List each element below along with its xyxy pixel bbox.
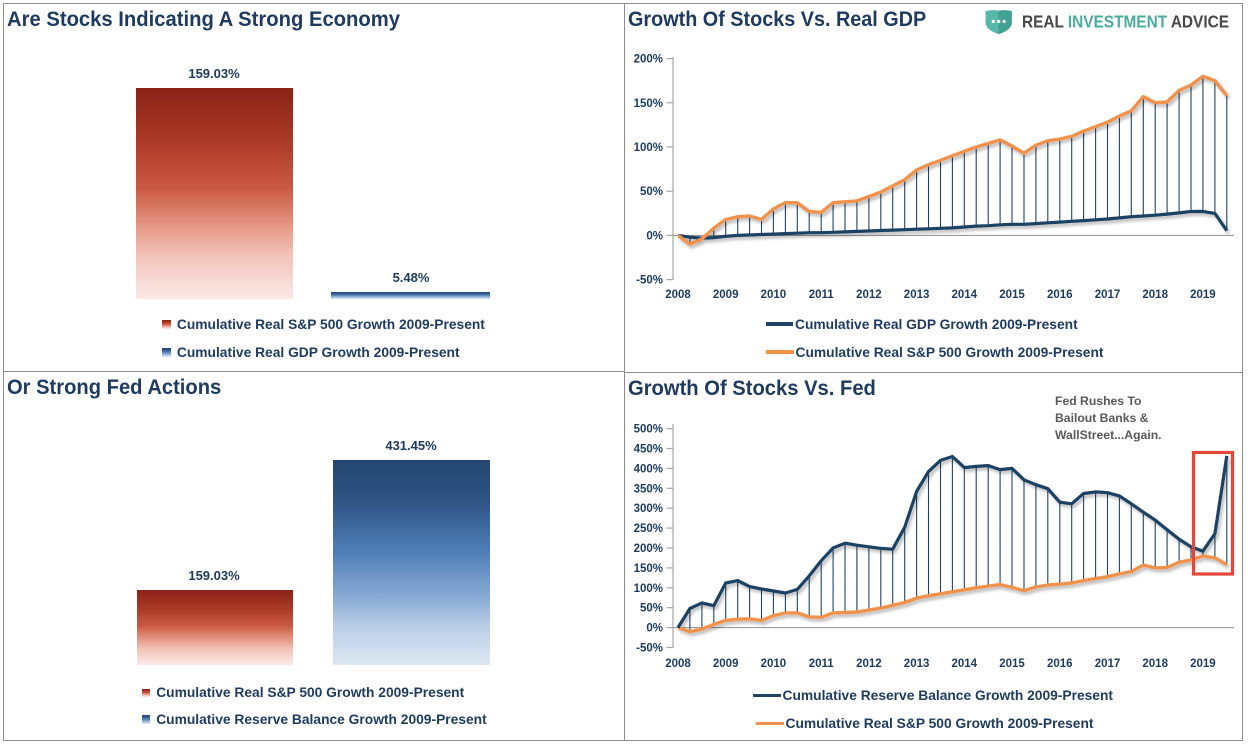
svg-text:250%: 250% (634, 523, 663, 535)
svg-text:50%: 50% (640, 186, 663, 198)
svg-text:2014: 2014 (952, 289, 978, 301)
svg-text:REAL INVESTMENT ADVICE: REAL INVESTMENT ADVICE (1022, 11, 1229, 31)
svg-text:350%: 350% (634, 483, 663, 495)
svg-text:200%: 200% (634, 543, 663, 555)
svg-text:2014: 2014 (952, 658, 978, 670)
svg-text:2019: 2019 (1190, 658, 1216, 670)
svg-text:2013: 2013 (904, 289, 930, 301)
svg-text:150%: 150% (634, 98, 663, 110)
svg-text:2013: 2013 (904, 658, 930, 670)
svg-text:2009: 2009 (713, 658, 739, 670)
svg-text:200%: 200% (634, 54, 663, 66)
svg-text:2017: 2017 (1095, 658, 1121, 670)
svg-text:2018: 2018 (1142, 658, 1168, 670)
svg-text:2015: 2015 (999, 658, 1025, 670)
svg-text:2010: 2010 (761, 289, 787, 301)
svg-text:500%: 500% (634, 424, 663, 436)
svg-text:2012: 2012 (856, 658, 882, 670)
svg-text:2008: 2008 (665, 658, 691, 670)
svg-text:-50%: -50% (636, 643, 663, 655)
svg-text:2008: 2008 (665, 289, 691, 301)
svg-text:2011: 2011 (809, 289, 835, 301)
svg-text:2012: 2012 (856, 289, 882, 301)
svg-text:2018: 2018 (1142, 289, 1168, 301)
svg-text:-50%: -50% (636, 275, 663, 287)
svg-text:2016: 2016 (1047, 289, 1073, 301)
svg-text:2019: 2019 (1190, 289, 1216, 301)
svg-text:2015: 2015 (999, 289, 1025, 301)
svg-text:2011: 2011 (809, 658, 835, 670)
svg-text:450%: 450% (634, 444, 663, 456)
svg-text:2009: 2009 (713, 289, 739, 301)
svg-text:2010: 2010 (761, 658, 787, 670)
svg-text:0%: 0% (646, 230, 663, 242)
svg-text:2017: 2017 (1095, 289, 1121, 301)
svg-text:150%: 150% (634, 563, 663, 575)
svg-text:300%: 300% (634, 503, 663, 515)
svg-text:100%: 100% (634, 583, 663, 595)
svg-text:2016: 2016 (1047, 658, 1073, 670)
svg-text:50%: 50% (640, 603, 663, 615)
svg-text:400%: 400% (634, 463, 663, 475)
svg-text:0%: 0% (646, 623, 663, 635)
svg-text:100%: 100% (634, 142, 663, 154)
